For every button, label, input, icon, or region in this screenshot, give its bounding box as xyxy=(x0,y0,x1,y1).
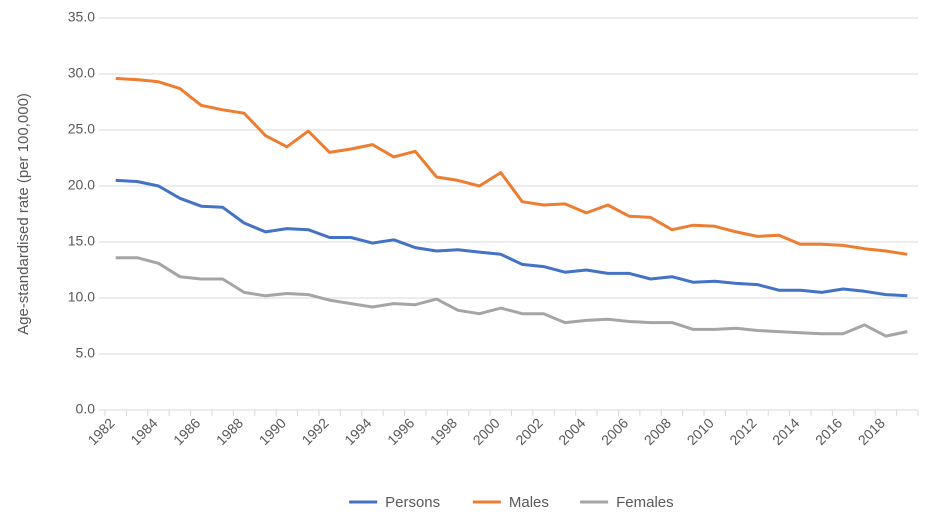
legend-label: Males xyxy=(509,494,549,511)
ytick-label: 35.0 xyxy=(68,9,95,25)
ytick-label: 15.0 xyxy=(68,233,95,249)
y-axis-title: Age-standardised rate (per 100,000) xyxy=(15,93,32,335)
line-chart: 0.05.010.015.020.025.030.035.01982198419… xyxy=(0,0,944,522)
legend-label: Females xyxy=(616,494,674,511)
ytick-label: 0.0 xyxy=(76,401,96,417)
ytick-label: 10.0 xyxy=(68,289,95,305)
ytick-label: 5.0 xyxy=(76,345,96,361)
ytick-label: 25.0 xyxy=(68,121,95,137)
legend-label: Persons xyxy=(385,494,440,511)
ytick-label: 30.0 xyxy=(68,65,95,81)
ytick-label: 20.0 xyxy=(68,177,95,193)
